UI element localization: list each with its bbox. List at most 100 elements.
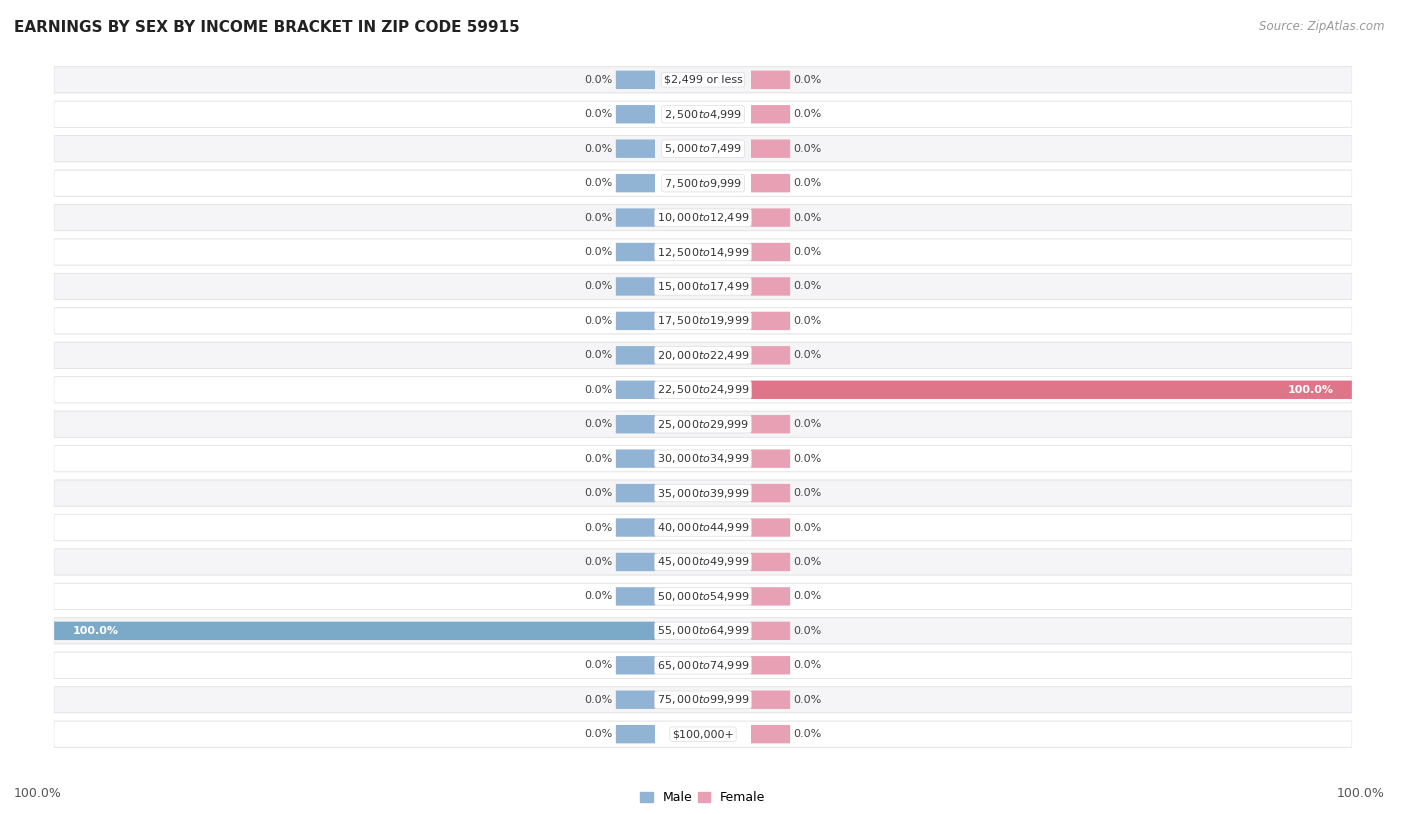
FancyBboxPatch shape	[53, 514, 1353, 540]
FancyBboxPatch shape	[751, 415, 790, 433]
Text: 0.0%: 0.0%	[793, 488, 821, 498]
Text: $50,000 to $54,999: $50,000 to $54,999	[657, 590, 749, 603]
Text: 0.0%: 0.0%	[793, 557, 821, 567]
Text: 0.0%: 0.0%	[793, 109, 821, 120]
Text: 0.0%: 0.0%	[585, 316, 613, 326]
FancyBboxPatch shape	[751, 278, 790, 295]
FancyBboxPatch shape	[616, 656, 655, 675]
FancyBboxPatch shape	[616, 278, 655, 295]
Text: 0.0%: 0.0%	[793, 350, 821, 361]
FancyBboxPatch shape	[616, 690, 655, 709]
FancyBboxPatch shape	[751, 587, 790, 606]
FancyBboxPatch shape	[616, 243, 655, 261]
FancyBboxPatch shape	[53, 342, 1353, 369]
FancyBboxPatch shape	[53, 721, 1353, 747]
Text: $45,000 to $49,999: $45,000 to $49,999	[657, 555, 749, 568]
Text: $15,000 to $17,499: $15,000 to $17,499	[657, 280, 749, 293]
Text: 0.0%: 0.0%	[585, 247, 613, 257]
Text: $75,000 to $99,999: $75,000 to $99,999	[657, 694, 749, 707]
FancyBboxPatch shape	[53, 204, 1353, 230]
FancyBboxPatch shape	[616, 415, 655, 433]
Text: $22,500 to $24,999: $22,500 to $24,999	[657, 383, 749, 396]
FancyBboxPatch shape	[53, 445, 1353, 472]
FancyBboxPatch shape	[53, 720, 1353, 748]
FancyBboxPatch shape	[53, 308, 1353, 334]
FancyBboxPatch shape	[751, 449, 790, 468]
FancyBboxPatch shape	[53, 479, 1353, 506]
Text: 0.0%: 0.0%	[793, 212, 821, 222]
Text: 0.0%: 0.0%	[793, 523, 821, 532]
Text: 0.0%: 0.0%	[585, 75, 613, 85]
Text: 0.0%: 0.0%	[585, 350, 613, 361]
Text: $5,000 to $7,499: $5,000 to $7,499	[664, 142, 742, 155]
FancyBboxPatch shape	[53, 376, 1353, 404]
Text: 0.0%: 0.0%	[793, 178, 821, 188]
Text: 0.0%: 0.0%	[793, 282, 821, 291]
FancyBboxPatch shape	[53, 583, 1353, 610]
Text: 0.0%: 0.0%	[585, 385, 613, 395]
Text: 0.0%: 0.0%	[585, 419, 613, 429]
FancyBboxPatch shape	[53, 308, 1353, 335]
FancyBboxPatch shape	[53, 584, 1353, 610]
FancyBboxPatch shape	[751, 484, 790, 502]
Text: 0.0%: 0.0%	[793, 316, 821, 326]
Text: 0.0%: 0.0%	[793, 144, 821, 154]
Text: 0.0%: 0.0%	[793, 247, 821, 257]
Text: $12,500 to $14,999: $12,500 to $14,999	[657, 246, 749, 259]
Text: $25,000 to $29,999: $25,000 to $29,999	[657, 418, 749, 431]
Text: 100.0%: 100.0%	[72, 626, 118, 636]
FancyBboxPatch shape	[751, 243, 790, 261]
Text: 100.0%: 100.0%	[14, 787, 62, 800]
FancyBboxPatch shape	[751, 381, 1351, 399]
Text: $20,000 to $22,499: $20,000 to $22,499	[657, 349, 749, 362]
Text: 0.0%: 0.0%	[793, 419, 821, 429]
Text: 0.0%: 0.0%	[585, 729, 613, 739]
FancyBboxPatch shape	[616, 105, 655, 124]
FancyBboxPatch shape	[53, 170, 1353, 196]
FancyBboxPatch shape	[53, 480, 1353, 506]
FancyBboxPatch shape	[53, 136, 1353, 162]
Text: $35,000 to $39,999: $35,000 to $39,999	[657, 487, 749, 500]
Text: 0.0%: 0.0%	[585, 212, 613, 222]
FancyBboxPatch shape	[616, 587, 655, 606]
Text: $17,500 to $19,999: $17,500 to $19,999	[657, 314, 749, 327]
Text: 0.0%: 0.0%	[585, 557, 613, 567]
Text: 0.0%: 0.0%	[585, 592, 613, 602]
FancyBboxPatch shape	[53, 274, 1353, 300]
Text: 0.0%: 0.0%	[585, 453, 613, 464]
FancyBboxPatch shape	[53, 514, 1353, 541]
Text: Source: ZipAtlas.com: Source: ZipAtlas.com	[1260, 20, 1385, 33]
FancyBboxPatch shape	[751, 312, 790, 330]
FancyBboxPatch shape	[53, 549, 1353, 575]
Text: 0.0%: 0.0%	[793, 626, 821, 636]
FancyBboxPatch shape	[53, 239, 1353, 265]
Text: 0.0%: 0.0%	[585, 178, 613, 188]
Text: 0.0%: 0.0%	[585, 144, 613, 154]
FancyBboxPatch shape	[53, 618, 1353, 644]
Text: $65,000 to $74,999: $65,000 to $74,999	[657, 659, 749, 672]
Text: 0.0%: 0.0%	[793, 453, 821, 464]
Text: $2,500 to $4,999: $2,500 to $4,999	[664, 107, 742, 120]
FancyBboxPatch shape	[751, 174, 790, 192]
Text: 0.0%: 0.0%	[585, 660, 613, 670]
FancyBboxPatch shape	[616, 519, 655, 536]
FancyBboxPatch shape	[53, 101, 1353, 128]
FancyBboxPatch shape	[53, 343, 1353, 368]
FancyBboxPatch shape	[751, 656, 790, 675]
FancyBboxPatch shape	[751, 71, 790, 89]
Text: 0.0%: 0.0%	[793, 729, 821, 739]
FancyBboxPatch shape	[616, 449, 655, 468]
FancyBboxPatch shape	[53, 102, 1353, 127]
FancyBboxPatch shape	[616, 346, 655, 365]
FancyBboxPatch shape	[616, 312, 655, 330]
FancyBboxPatch shape	[616, 208, 655, 227]
FancyBboxPatch shape	[616, 174, 655, 192]
Text: $30,000 to $34,999: $30,000 to $34,999	[657, 452, 749, 465]
Text: $40,000 to $44,999: $40,000 to $44,999	[657, 521, 749, 534]
Text: EARNINGS BY SEX BY INCOME BRACKET IN ZIP CODE 59915: EARNINGS BY SEX BY INCOME BRACKET IN ZIP…	[14, 20, 520, 35]
Text: $10,000 to $12,499: $10,000 to $12,499	[657, 211, 749, 224]
FancyBboxPatch shape	[53, 169, 1353, 197]
FancyBboxPatch shape	[53, 377, 1353, 403]
FancyBboxPatch shape	[616, 381, 655, 399]
FancyBboxPatch shape	[751, 553, 790, 571]
